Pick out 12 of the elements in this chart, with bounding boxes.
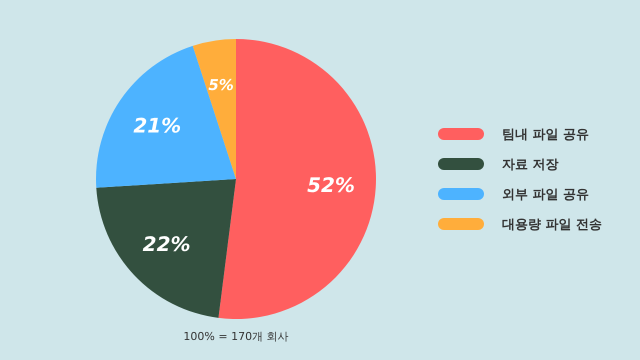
data-label: 22%: [142, 232, 191, 256]
pie-slice: [96, 46, 236, 188]
pie-slice: [96, 179, 236, 318]
data-label: 52%: [307, 172, 355, 197]
data-label: 5%: [208, 76, 234, 94]
legend-label: 대용량 파일 전송: [502, 218, 602, 233]
data-label: 21%: [133, 113, 182, 138]
legend-label: 팀내 파일 공유: [502, 128, 590, 143]
text: 100% = 170개 회사: [183, 330, 289, 343]
pie-slice: [192, 39, 236, 179]
legend-label: 자료 저장: [502, 158, 559, 173]
legend-label: 외부 파일 공유: [502, 188, 590, 203]
